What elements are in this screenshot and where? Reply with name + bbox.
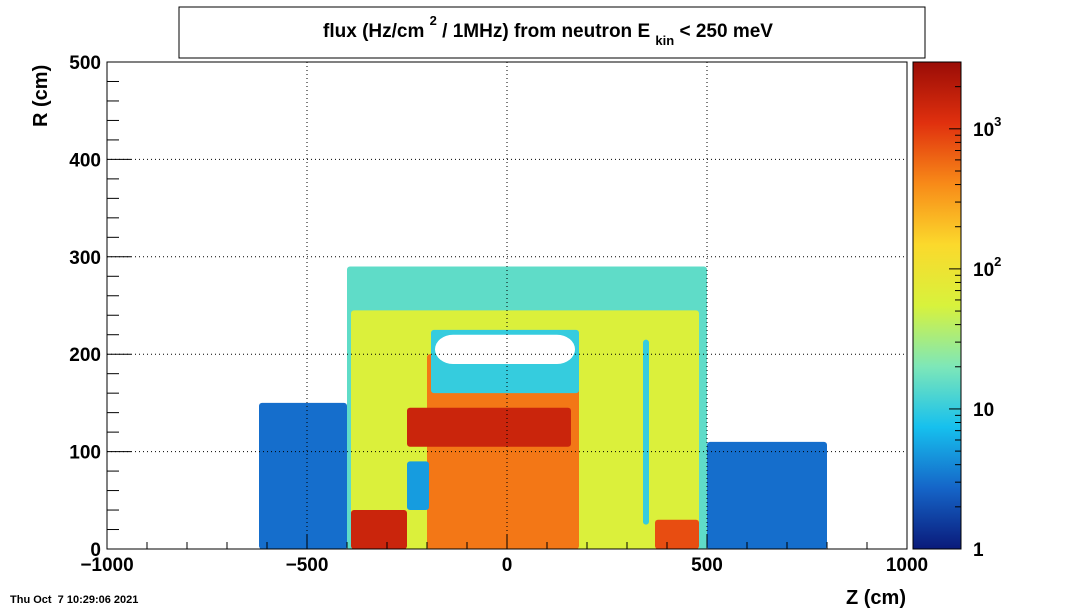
y-tick-label: 100 [69, 443, 101, 464]
tick-layer: −1000 −500 0 500 1000 0 100 200 300 400 500 [69, 53, 928, 576]
x-tick-label: 500 [691, 555, 723, 576]
y-tick-label: 200 [69, 345, 101, 366]
title-suffix: < 250 meV [679, 21, 773, 42]
heatmap-region-left-outer-spray [259, 402, 347, 549]
heatmap-region-gap [435, 334, 575, 364]
heatmap-layer [259, 266, 827, 549]
y-tick-label: 0 [90, 540, 101, 561]
chart-title: flux (Hz/cm 2 / 1MHz) from neutron E kin… [323, 9, 773, 50]
colorbar [912, 61, 962, 550]
title-prefix: flux (Hz/cm [323, 21, 424, 42]
colorbar-tick-label: 10 [973, 400, 994, 421]
title-subscript: kin [655, 33, 674, 48]
x-tick-label: −1000 [80, 555, 133, 576]
y-tick-label: 400 [69, 150, 101, 171]
y-axis-label: R (cm) [30, 65, 52, 127]
heatmap-region-right-outer-spray [707, 441, 827, 549]
title-superscript: 2 [430, 13, 437, 28]
heatmap-region-left-window [407, 461, 429, 511]
colorbar-tick-label: 102 [973, 254, 1001, 281]
timestamp: Thu Oct 7 10:29:06 2021 [10, 594, 138, 606]
heatmap-region-lower-left-block [351, 510, 407, 549]
colorbar-tick-label: 103 [973, 114, 1001, 141]
heatmap-region-right-lower-block [655, 519, 699, 549]
colorbar-ticks: 1 10 102 103 [949, 61, 1001, 561]
heatmap-region-inner-band [407, 407, 571, 447]
x-tick-label: 1000 [886, 555, 928, 576]
grid-layer [107, 62, 907, 549]
title-middle: / 1MHz) from neutron E [442, 21, 650, 42]
title-box [178, 6, 926, 59]
y-tick-label: 500 [69, 53, 101, 74]
heatmap-region-vertical-strip [643, 339, 649, 525]
x-axis-label: Z (cm) [846, 587, 906, 609]
colorbar-tick-label: 1 [973, 540, 984, 561]
x-tick-label: 0 [502, 555, 513, 576]
y-tick-label: 300 [69, 248, 101, 269]
x-tick-label: −500 [286, 555, 329, 576]
